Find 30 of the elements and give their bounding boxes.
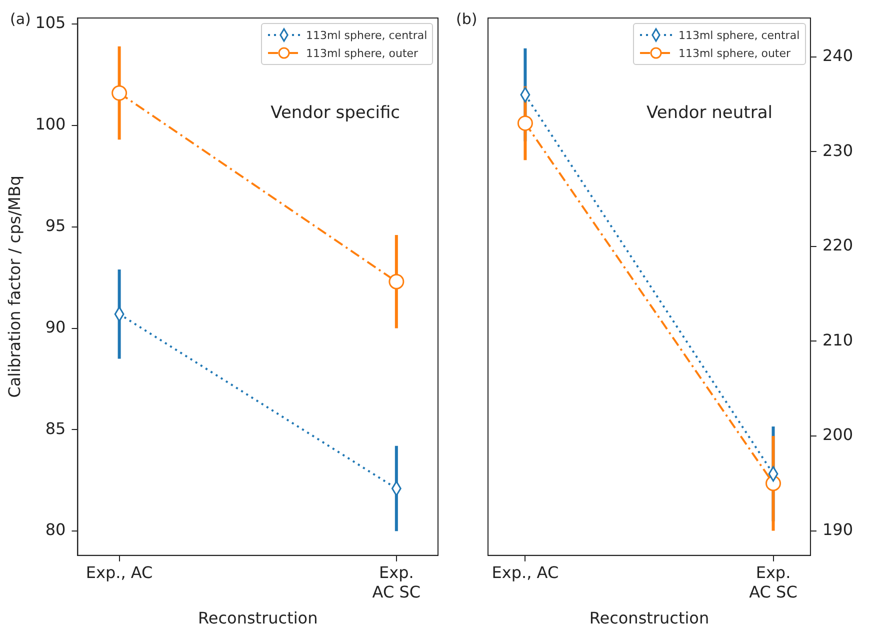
x-tick-label: Exp., AC (492, 563, 559, 582)
y2-tick-label: 210 (822, 330, 854, 350)
y-tick-label: 90 (45, 317, 66, 336)
x-axis-title: Reconstruction (198, 608, 318, 628)
legend-label: 113ml sphere, outer (678, 46, 791, 60)
y2-tick-label: 230 (822, 140, 854, 160)
y-tick-label: 100 (35, 114, 66, 134)
point (112, 85, 128, 101)
x-tick-label: Exp., AC (86, 563, 153, 582)
x-tick-label: Exp. AC SC (372, 563, 421, 602)
text: (b) (456, 10, 478, 28)
legend-label: 113ml sphere, central (306, 28, 428, 42)
y2-tick-label: 220 (822, 236, 854, 255)
point (517, 115, 533, 131)
y-tick-label: 95 (45, 216, 66, 236)
y-tick-label: 105 (35, 13, 66, 32)
y-axis-title: Calibration factor / cps/MBq (4, 176, 24, 398)
y-tick-label: 80 (45, 520, 66, 540)
y2-tick-label: 190 (822, 520, 854, 539)
point (388, 274, 404, 290)
x-tick-label: Exp. AC SC (749, 563, 798, 602)
y2-tick-label: 240 (822, 46, 854, 66)
annotation: Vendor neutral (646, 103, 772, 123)
legend-label: 113ml sphere, central (678, 28, 800, 42)
x-axis-title: Reconstruction (589, 608, 710, 628)
legend-label: 113ml sphere, outer (306, 46, 418, 60)
y2-tick-label: 200 (822, 425, 854, 444)
annotation: Vendor specific (270, 103, 400, 123)
y-tick-label: 85 (45, 418, 66, 438)
text: (a) (10, 10, 31, 28)
